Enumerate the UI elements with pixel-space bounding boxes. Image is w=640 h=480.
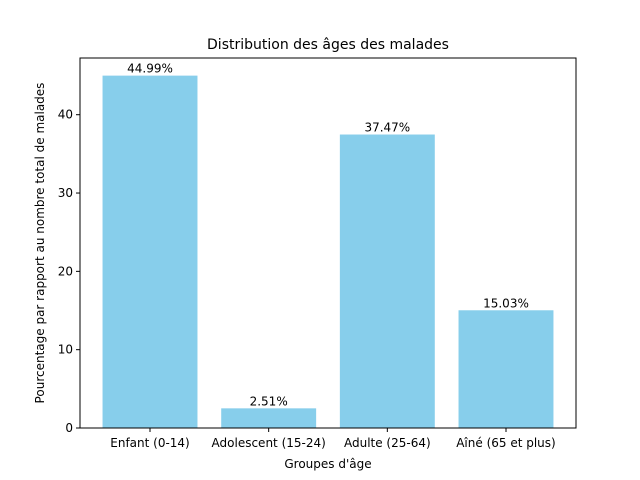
bar	[102, 75, 198, 429]
x-tick-label: Aîné (65 et plus)	[456, 436, 556, 450]
y-tick-label: 10	[58, 343, 73, 357]
y-tick-label: 30	[58, 186, 73, 200]
y-axis-label: Pourcentage par rapport au nombre total …	[33, 83, 47, 404]
chart-title: Distribution des âges des malades	[207, 37, 449, 53]
x-tick-label: Adulte (25-64)	[344, 436, 431, 450]
bar	[339, 134, 435, 428]
bar	[458, 310, 554, 428]
x-tick-label: Enfant (0-14)	[110, 436, 190, 450]
y-tick-label: 0	[65, 421, 73, 435]
y-tick-label: 20	[58, 264, 73, 278]
bar-value-label: 44.99%	[127, 62, 173, 76]
bar	[221, 408, 317, 428]
x-axis-label: Groupes d'âge	[284, 457, 371, 471]
x-tick-label: Adolescent (15-24)	[212, 436, 326, 450]
bar-value-label: 2.51%	[250, 394, 288, 408]
bar-value-label: 37.47%	[364, 121, 410, 135]
y-tick-label: 40	[58, 108, 73, 122]
plot-frame	[79, 57, 577, 429]
bar-value-label: 15.03%	[483, 296, 529, 310]
